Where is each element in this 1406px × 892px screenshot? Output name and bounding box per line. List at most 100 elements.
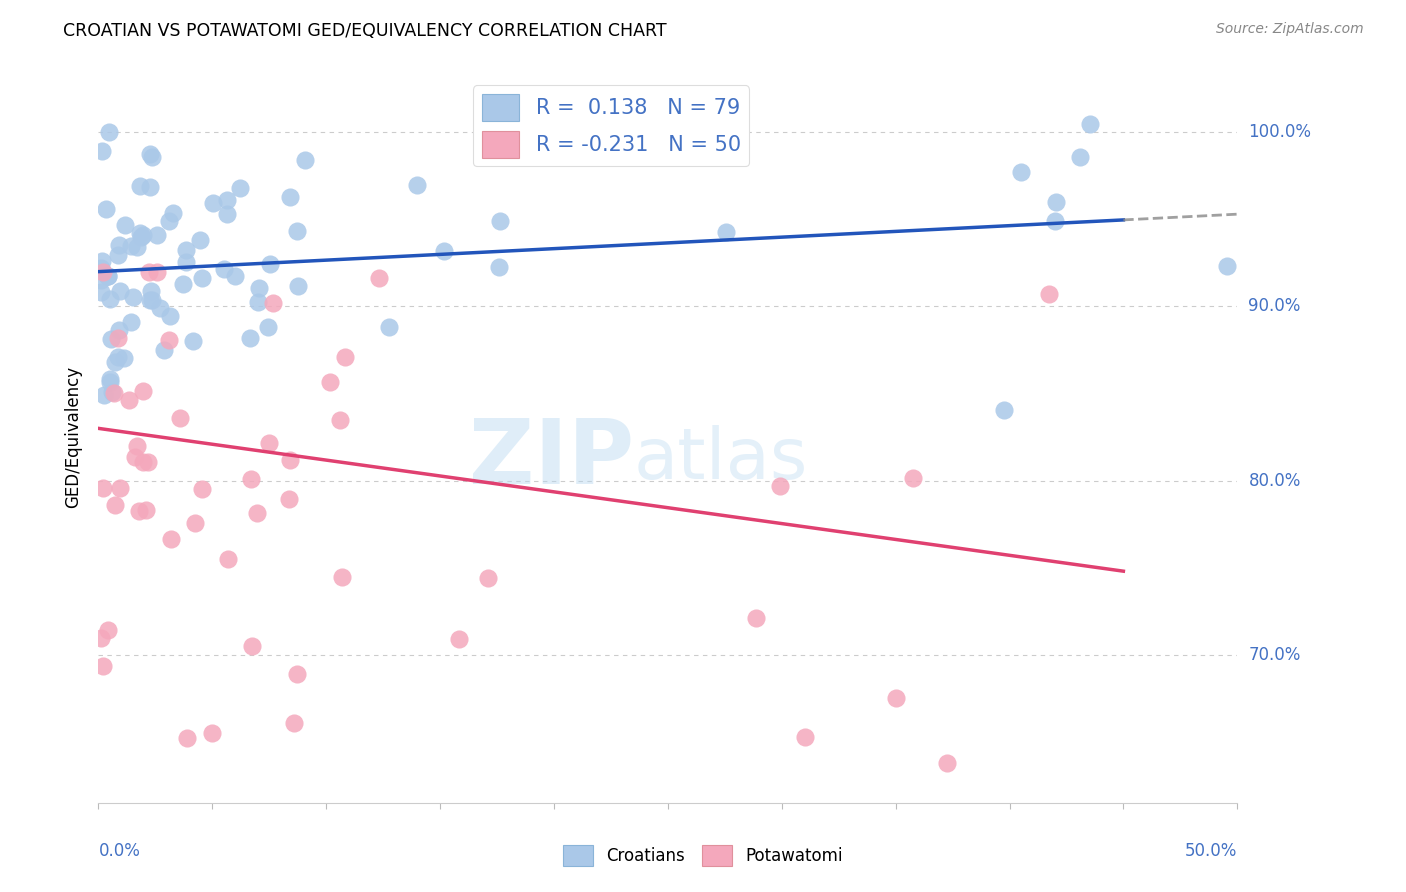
Point: [104, 355, 127, 369]
Point: [262, 295, 284, 310]
Point: [285, 224, 308, 238]
Point: [160, 532, 183, 546]
Point: [169, 410, 191, 425]
Point: [367, 271, 389, 285]
Point: [139, 180, 162, 194]
Point: [257, 436, 280, 450]
Point: [201, 196, 224, 211]
Point: [132, 455, 155, 469]
Point: [112, 351, 135, 365]
Text: 90.0%: 90.0%: [1249, 297, 1301, 316]
Point: [108, 238, 131, 252]
Point: [256, 320, 278, 334]
Point: [1043, 214, 1066, 228]
Legend: Croatians, Potawatomi: Croatians, Potawatomi: [557, 838, 849, 873]
Point: [1010, 164, 1032, 178]
Point: [98, 375, 121, 389]
Point: [1069, 150, 1091, 164]
Point: [108, 285, 131, 299]
Point: [93, 265, 115, 279]
Point: [174, 243, 197, 257]
Point: [120, 238, 142, 252]
Point: [139, 284, 162, 298]
Point: [477, 571, 499, 585]
Point: [108, 481, 131, 495]
Point: [127, 240, 149, 254]
Point: [98, 125, 121, 139]
Point: [240, 639, 263, 653]
Point: [90, 145, 112, 159]
Point: [149, 301, 172, 315]
Point: [884, 691, 907, 706]
Point: [122, 290, 145, 304]
Point: [329, 413, 352, 427]
Point: [135, 503, 157, 517]
Point: [138, 293, 160, 307]
Point: [239, 331, 262, 345]
Point: [146, 265, 169, 279]
Text: Source: ZipAtlas.com: Source: ZipAtlas.com: [1216, 22, 1364, 37]
Point: [217, 552, 239, 566]
Text: CROATIAN VS POTAWATOMI GED/EQUIVALENCY CORRELATION CHART: CROATIAN VS POTAWATOMI GED/EQUIVALENCY C…: [63, 22, 666, 40]
Point: [769, 479, 792, 493]
Text: 80.0%: 80.0%: [1249, 472, 1301, 490]
Point: [97, 269, 120, 284]
Point: [174, 255, 197, 269]
Point: [129, 179, 152, 194]
Point: [224, 269, 246, 284]
Point: [157, 333, 180, 347]
Point: [191, 271, 214, 285]
Point: [153, 343, 176, 357]
Point: [277, 492, 299, 507]
Point: [131, 384, 153, 398]
Point: [330, 570, 353, 584]
Point: [378, 319, 401, 334]
Point: [91, 254, 114, 268]
Text: ZIP: ZIP: [468, 415, 634, 503]
Point: [141, 293, 163, 307]
Point: [217, 193, 239, 207]
Legend: R =  0.138   N = 79, R = -0.231   N = 50: R = 0.138 N = 79, R = -0.231 N = 50: [474, 86, 749, 166]
Point: [141, 150, 163, 164]
Point: [433, 244, 456, 258]
Point: [98, 292, 121, 306]
Point: [184, 516, 207, 530]
Point: [214, 261, 236, 276]
Point: [90, 285, 112, 300]
Point: [247, 281, 270, 295]
Point: [287, 278, 309, 293]
Point: [318, 376, 340, 390]
Point: [240, 472, 263, 486]
Text: 70.0%: 70.0%: [1249, 646, 1301, 664]
Point: [136, 455, 159, 469]
Point: [96, 623, 118, 637]
Point: [125, 440, 148, 454]
Y-axis label: GED/Equivalency: GED/Equivalency: [65, 366, 83, 508]
Point: [103, 385, 125, 400]
Point: [1078, 117, 1101, 131]
Point: [1038, 287, 1060, 301]
Point: [936, 756, 959, 771]
Point: [97, 269, 120, 284]
Point: [259, 257, 281, 271]
Point: [124, 450, 146, 464]
Point: [172, 277, 194, 291]
Point: [96, 268, 118, 283]
Point: [215, 207, 238, 221]
Point: [181, 334, 204, 349]
Point: [246, 507, 269, 521]
Point: [335, 350, 357, 364]
Point: [90, 273, 112, 287]
Point: [114, 218, 136, 232]
Point: [129, 230, 152, 244]
Point: [280, 190, 302, 204]
Point: [588, 129, 610, 144]
Point: [139, 146, 162, 161]
Point: [107, 331, 129, 345]
Point: [176, 731, 198, 745]
Point: [488, 214, 510, 228]
Point: [90, 261, 112, 276]
Point: [107, 248, 129, 262]
Point: [100, 332, 122, 346]
Point: [191, 482, 214, 496]
